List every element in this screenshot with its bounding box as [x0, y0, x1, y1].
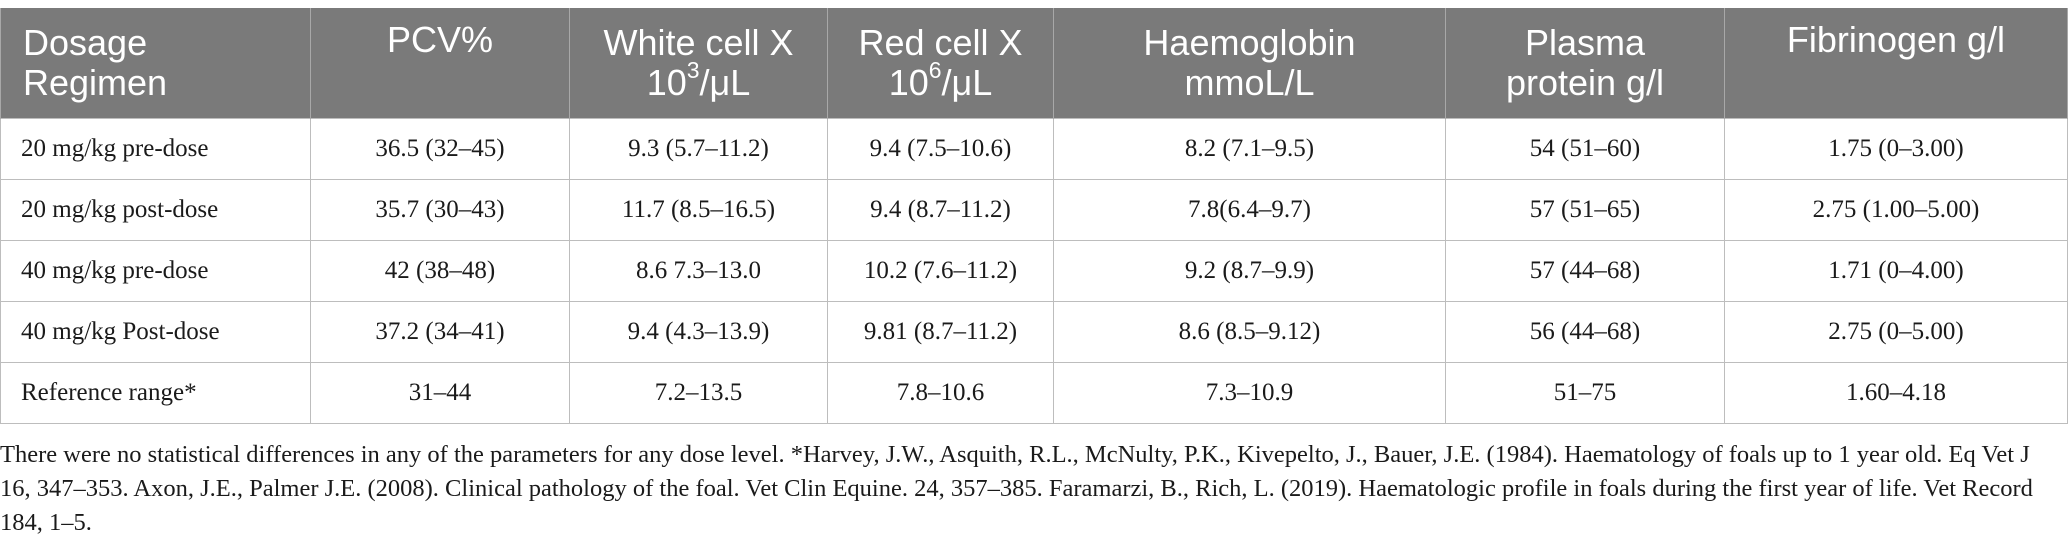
header-red-cell: Red cell X 106/μL — [827, 8, 1054, 118]
cell-plasma-protein: 56 (44–68) — [1445, 300, 1725, 363]
table-row: 20 mg/kg post-dose 35.7 (30–43) 11.7 (8.… — [0, 178, 2068, 241]
table-footnote: There were no statistical differences in… — [0, 441, 2033, 536]
cell-white-cell: 8.6 7.3–13.0 — [569, 239, 828, 302]
header-text: Dosage — [23, 21, 148, 63]
cell-white-cell: 7.2–13.5 — [569, 361, 828, 424]
cell-pcv: 37.2 (34–41) — [310, 300, 570, 363]
cell-fibrinogen: 1.75 (0–3.00) — [1724, 117, 2068, 180]
header-plasma-protein: Plasma protein g/l — [1445, 8, 1725, 118]
cell-red-cell: 9.81 (8.7–11.2) — [827, 300, 1054, 363]
cell-pcv: 36.5 (32–45) — [310, 117, 570, 180]
table-body: 20 mg/kg pre-dose 36.5 (32–45) 9.3 (5.7–… — [0, 117, 2068, 424]
table-row: 40 mg/kg Post-dose 37.2 (34–41) 9.4 (4.3… — [0, 300, 2068, 363]
cell-red-cell: 9.4 (7.5–10.6) — [827, 117, 1054, 180]
cell-white-cell: 11.7 (8.5–16.5) — [569, 178, 828, 241]
cell-plasma-protein: 54 (51–60) — [1445, 117, 1725, 180]
header-fibrinogen: Fibrinogen g/l — [1724, 8, 2068, 118]
header-text: /μL — [699, 61, 751, 103]
data-table-container: Dosage Regimen PCV% White cell X 103/μL … — [0, 8, 2068, 424]
header-text: /μL — [941, 61, 993, 103]
table-row: Reference range* 31–44 7.2–13.5 7.8–10.6… — [0, 361, 2068, 424]
cell-pcv: 35.7 (30–43) — [310, 178, 570, 241]
cell-pcv: 42 (38–48) — [310, 239, 570, 302]
cell-haemoglobin: 8.2 (7.1–9.5) — [1053, 117, 1446, 180]
cell-pcv: 31–44 — [310, 361, 570, 424]
cell-haemoglobin: 7.3–10.9 — [1053, 361, 1446, 424]
header-text: Plasma — [1524, 21, 1646, 63]
header-superscript: 6 — [928, 56, 942, 83]
cell-haemoglobin: 7.8(6.4–9.7) — [1053, 178, 1446, 241]
table-header: Dosage Regimen PCV% White cell X 103/μL … — [0, 8, 2068, 118]
haematology-table: Dosage Regimen PCV% White cell X 103/μL … — [0, 8, 2068, 424]
header-text: PCV% — [386, 19, 494, 60]
header-text: Regimen — [23, 61, 168, 103]
header-text: Fibrinogen g/l — [1786, 19, 2006, 60]
cell-plasma-protein: 57 (51–65) — [1445, 178, 1725, 241]
table-row: 40 mg/kg pre-dose 42 (38–48) 8.6 7.3–13.… — [0, 239, 2068, 302]
header-text: White cell X — [603, 21, 794, 63]
cell-red-cell: 9.4 (8.7–11.2) — [827, 178, 1054, 241]
table-row: 20 mg/kg pre-dose 36.5 (32–45) 9.3 (5.7–… — [0, 117, 2068, 180]
cell-dosage: 20 mg/kg pre-dose — [0, 117, 311, 180]
cell-dosage: 40 mg/kg Post-dose — [0, 300, 311, 363]
cell-dosage: Reference range* — [0, 361, 311, 424]
cell-haemoglobin: 9.2 (8.7–9.9) — [1053, 239, 1446, 302]
cell-fibrinogen: 1.60–4.18 — [1724, 361, 2068, 424]
header-superscript: 3 — [686, 56, 700, 83]
cell-plasma-protein: 57 (44–68) — [1445, 239, 1725, 302]
header-pcv: PCV% — [310, 8, 570, 118]
header-white-cell: White cell X 103/μL — [569, 8, 828, 118]
header-row: Dosage Regimen PCV% White cell X 103/μL … — [0, 8, 2068, 118]
cell-red-cell: 10.2 (7.6–11.2) — [827, 239, 1054, 302]
cell-plasma-protein: 51–75 — [1445, 361, 1725, 424]
cell-fibrinogen: 1.71 (0–4.00) — [1724, 239, 2068, 302]
header-text: protein g/l — [1505, 61, 1665, 103]
cell-fibrinogen: 2.75 (0–5.00) — [1724, 300, 2068, 363]
cell-fibrinogen: 2.75 (1.00–5.00) — [1724, 178, 2068, 241]
header-haemoglobin: Haemoglobin mmoL/L — [1053, 8, 1446, 118]
cell-red-cell: 7.8–10.6 — [827, 361, 1054, 424]
header-dosage-regimen: Dosage Regimen — [0, 8, 311, 118]
cell-white-cell: 9.4 (4.3–13.9) — [569, 300, 828, 363]
header-text: Haemoglobin — [1143, 21, 1356, 63]
header-text: Red cell X — [858, 21, 1023, 63]
cell-haemoglobin: 8.6 (8.5–9.12) — [1053, 300, 1446, 363]
header-text: 10 — [646, 61, 687, 103]
cell-white-cell: 9.3 (5.7–11.2) — [569, 117, 828, 180]
header-text: 10 — [888, 61, 929, 103]
cell-dosage: 20 mg/kg post-dose — [0, 178, 311, 241]
header-text: mmoL/L — [1184, 61, 1315, 103]
cell-dosage: 40 mg/kg pre-dose — [0, 239, 311, 302]
